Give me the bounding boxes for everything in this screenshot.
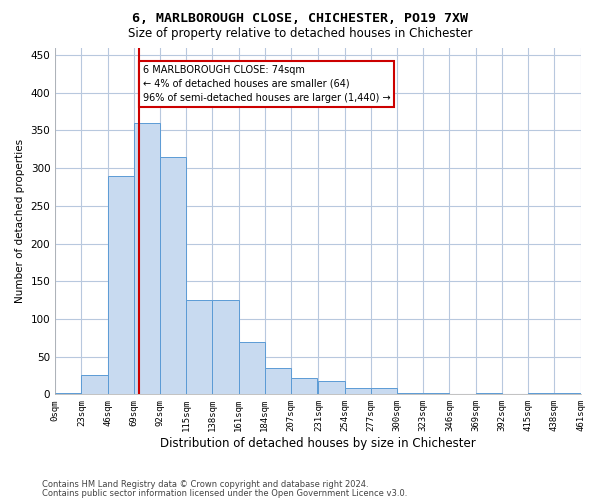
Bar [554, 393, 581, 394]
Bar [319, 381, 344, 394]
Bar [528, 393, 554, 394]
Text: Size of property relative to detached houses in Chichester: Size of property relative to detached ho… [128, 28, 472, 40]
Bar [397, 393, 423, 394]
Bar [371, 388, 397, 394]
Text: Contains public sector information licensed under the Open Government Licence v3: Contains public sector information licen… [42, 489, 407, 498]
Bar [160, 157, 186, 394]
Bar [344, 388, 371, 394]
Bar [423, 393, 449, 394]
Bar [107, 176, 134, 394]
Text: Contains HM Land Registry data © Crown copyright and database right 2024.: Contains HM Land Registry data © Crown c… [42, 480, 368, 489]
Text: 6 MARLBOROUGH CLOSE: 74sqm
← 4% of detached houses are smaller (64)
96% of semi-: 6 MARLBOROUGH CLOSE: 74sqm ← 4% of detac… [143, 65, 391, 103]
X-axis label: Distribution of detached houses by size in Chichester: Distribution of detached houses by size … [160, 437, 476, 450]
Bar [239, 342, 265, 394]
Y-axis label: Number of detached properties: Number of detached properties [15, 139, 25, 303]
Bar [476, 393, 502, 394]
Bar [291, 378, 317, 394]
Bar [212, 300, 239, 394]
Bar [134, 123, 160, 394]
Bar [82, 376, 107, 394]
Bar [265, 368, 291, 394]
Text: 6, MARLBOROUGH CLOSE, CHICHESTER, PO19 7XW: 6, MARLBOROUGH CLOSE, CHICHESTER, PO19 7… [132, 12, 468, 26]
Bar [186, 300, 212, 394]
Bar [55, 393, 82, 394]
